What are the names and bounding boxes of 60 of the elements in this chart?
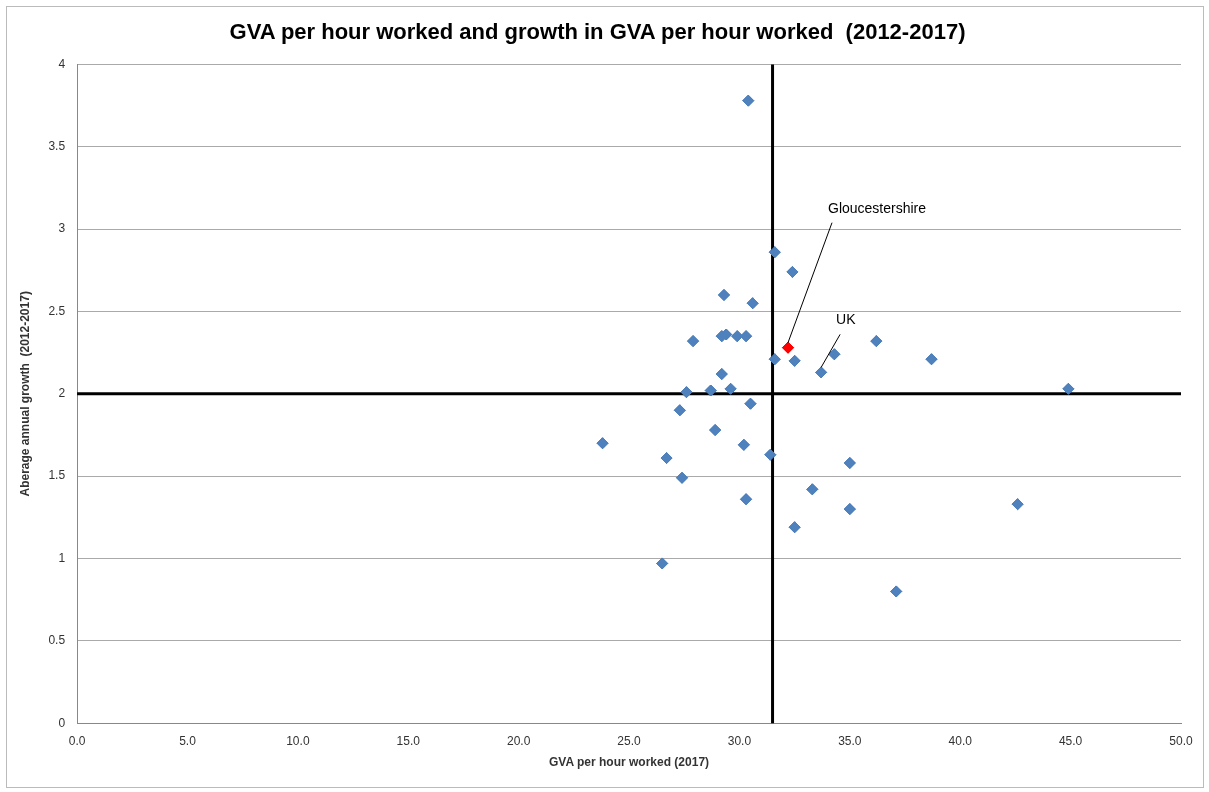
- y-tick-label: 4: [58, 56, 66, 71]
- point: [1062, 382, 1075, 395]
- point: [704, 384, 717, 397]
- point: [742, 94, 755, 107]
- x-tick-label: 50.0: [1169, 733, 1193, 748]
- point: [660, 452, 673, 465]
- point: [687, 335, 700, 348]
- point: [596, 437, 609, 450]
- point: [1011, 498, 1024, 511]
- point: [676, 471, 689, 484]
- point: [768, 246, 781, 259]
- x-tick-label: 40.0: [948, 733, 973, 748]
- point: [673, 404, 686, 417]
- y-tick-label: 1: [58, 550, 66, 565]
- x-tick-label: 0.0: [68, 733, 86, 748]
- point: [724, 382, 737, 395]
- y-tick-label: 3: [58, 221, 66, 236]
- y-tick-label: 2.5: [48, 303, 66, 318]
- point: [768, 353, 781, 366]
- point: [788, 354, 801, 367]
- point: [744, 397, 757, 410]
- point: [740, 330, 753, 343]
- point: [843, 456, 856, 469]
- point: [925, 353, 938, 366]
- point: [782, 341, 795, 354]
- annotation: UK: [836, 311, 857, 328]
- point: [890, 585, 903, 598]
- y-tick-label: 1.5: [48, 468, 66, 483]
- point: [709, 424, 722, 437]
- y-tick-label: 2: [58, 386, 66, 401]
- x-tick-label: 30.0: [727, 733, 752, 748]
- point: [843, 503, 856, 516]
- point: [715, 368, 728, 381]
- point: [786, 265, 799, 278]
- point: [737, 438, 750, 451]
- x-tick-label: 35.0: [838, 733, 862, 748]
- chart-title: GVA per hour worked and growth in GVA per hour worked (2012-2017): [229, 19, 966, 45]
- point: [764, 448, 777, 461]
- point: [746, 297, 759, 310]
- point: [828, 348, 841, 361]
- point: [680, 386, 693, 399]
- x-axis-title: GVA per hour worked (2017): [549, 755, 710, 770]
- x-tick-label: 45.0: [1058, 733, 1083, 748]
- y-tick-label: 0.5: [48, 633, 66, 648]
- y-tick-label: 0: [58, 715, 66, 730]
- x-tick-label: 20.0: [506, 733, 531, 748]
- x-tick-label: 15.0: [396, 733, 421, 748]
- point: [806, 483, 819, 496]
- point: [656, 557, 669, 570]
- annotation: Gloucestershire: [828, 199, 927, 216]
- y-axis-title: Aberage annual growth (2012-2017): [17, 291, 32, 497]
- point: [717, 288, 730, 301]
- point: [788, 521, 801, 534]
- x-tick-label: 10.0: [286, 733, 310, 748]
- y-tick-label: 3.5: [48, 139, 66, 154]
- x-tick-label: 25.0: [617, 733, 642, 748]
- point: [870, 335, 883, 348]
- point: [815, 366, 828, 379]
- point: [740, 493, 753, 506]
- x-tick-label: 5.0: [179, 733, 197, 748]
